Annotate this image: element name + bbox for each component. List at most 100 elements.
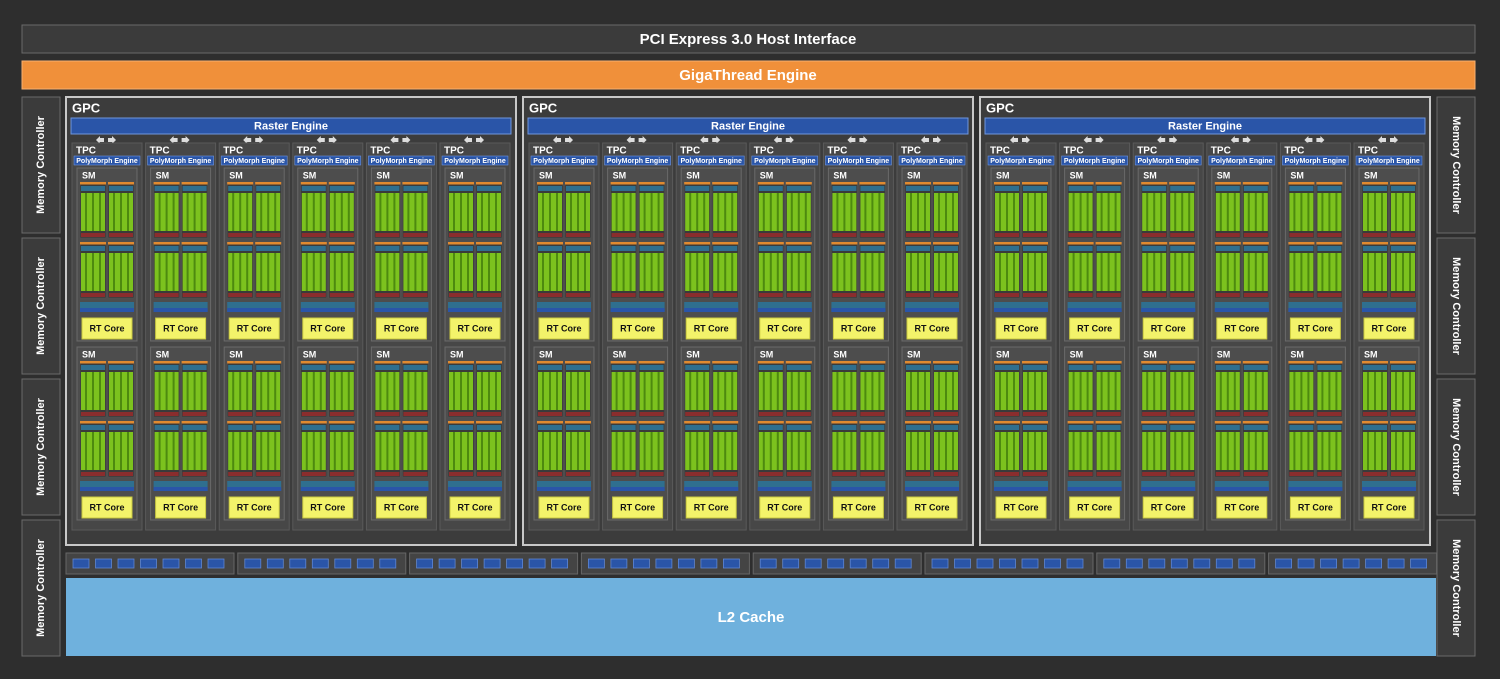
block-footer bbox=[403, 293, 428, 297]
polymorph-label: PolyMorph Engine bbox=[297, 158, 359, 165]
core-stripe bbox=[467, 253, 469, 291]
block-header bbox=[227, 361, 254, 364]
core-stripe bbox=[952, 193, 954, 231]
block-footer bbox=[685, 412, 710, 416]
core-stripe bbox=[1395, 193, 1397, 231]
rt-core-label: RT Core bbox=[89, 323, 124, 333]
block-footer bbox=[375, 472, 400, 476]
core-stripe bbox=[1114, 253, 1117, 291]
core-stripe bbox=[85, 193, 87, 231]
sm-label: SM bbox=[1364, 170, 1378, 180]
block-header bbox=[905, 421, 931, 424]
polymorph-engine bbox=[677, 155, 745, 166]
core-stripe bbox=[1219, 372, 1222, 410]
block-footer bbox=[109, 412, 133, 416]
core-stripe bbox=[1226, 432, 1229, 470]
block-cache bbox=[228, 425, 253, 430]
block-cache bbox=[639, 425, 664, 430]
core-stripe bbox=[99, 372, 101, 410]
block-cache bbox=[1243, 365, 1268, 370]
core-stripe bbox=[414, 193, 417, 231]
block-header bbox=[374, 182, 401, 185]
block-cache bbox=[639, 186, 664, 191]
core-stripe bbox=[1100, 432, 1103, 470]
polymorph-label: PolyMorph Engine bbox=[754, 158, 816, 165]
core-stripe bbox=[347, 432, 350, 470]
crossbar-port bbox=[1342, 558, 1360, 569]
block-header bbox=[1288, 421, 1315, 424]
block-footer bbox=[375, 412, 400, 416]
block-cache bbox=[228, 246, 253, 251]
core-stripe bbox=[1374, 432, 1376, 470]
core-stripe bbox=[1300, 193, 1303, 231]
block-cache bbox=[1215, 246, 1240, 251]
crossbar-port bbox=[954, 558, 971, 569]
sm-label: SM bbox=[996, 170, 1010, 180]
sm-tex bbox=[994, 487, 1048, 491]
block-header bbox=[1242, 361, 1269, 364]
block-cache bbox=[1068, 246, 1093, 251]
polymorph-engine bbox=[368, 155, 435, 166]
tpc-label: TPC bbox=[827, 146, 847, 157]
core-stripe bbox=[570, 253, 572, 291]
sm-shared bbox=[374, 302, 429, 312]
block-footer bbox=[1391, 412, 1415, 416]
core-stripe bbox=[460, 372, 462, 410]
block-cache bbox=[1142, 246, 1167, 251]
sm-shared bbox=[831, 481, 886, 491]
core-stripe bbox=[127, 253, 129, 291]
core-stripe bbox=[333, 372, 336, 410]
memory-controller bbox=[21, 519, 61, 657]
crossbar-port bbox=[162, 558, 180, 569]
block-cache bbox=[934, 186, 958, 191]
core-stripe bbox=[200, 193, 203, 231]
block-header bbox=[255, 421, 282, 424]
core-stripe bbox=[878, 253, 881, 291]
rt-core bbox=[81, 496, 133, 519]
core-stripe bbox=[1409, 253, 1411, 291]
sm-shared bbox=[1288, 481, 1343, 491]
block-header bbox=[684, 361, 711, 364]
core-stripe bbox=[172, 432, 175, 470]
block-footer bbox=[832, 233, 857, 237]
polymorph-label: PolyMorph Engine bbox=[680, 158, 742, 165]
core-stripe bbox=[232, 372, 235, 410]
core-stripe bbox=[1374, 372, 1376, 410]
core-stripe bbox=[917, 372, 919, 410]
block-cache bbox=[154, 246, 179, 251]
rt-core-label: RT Core bbox=[1224, 502, 1259, 512]
block-cache bbox=[329, 425, 354, 430]
core-stripe bbox=[1402, 372, 1404, 410]
polymorph-engine bbox=[825, 155, 892, 166]
block-footer bbox=[832, 412, 857, 416]
core-stripe bbox=[790, 432, 793, 470]
core-stripe bbox=[200, 253, 203, 291]
core-stripe bbox=[481, 253, 483, 291]
block-cache bbox=[685, 246, 710, 251]
block-header bbox=[153, 182, 180, 185]
sm-tex bbox=[1288, 308, 1343, 312]
core-stripe bbox=[1041, 253, 1043, 291]
sm-shared bbox=[610, 302, 665, 312]
block-cache bbox=[375, 365, 400, 370]
rt-core bbox=[538, 317, 590, 340]
l2-cache-label: L2 Cache bbox=[718, 609, 785, 626]
block-footer bbox=[860, 233, 885, 237]
rt-core bbox=[1142, 317, 1194, 340]
block-footer bbox=[1215, 472, 1240, 476]
core-stripe bbox=[246, 253, 249, 291]
block-header bbox=[994, 421, 1020, 424]
block-cache bbox=[449, 365, 473, 370]
sm-tex bbox=[610, 487, 665, 491]
core-stripe bbox=[1160, 253, 1163, 291]
block-header bbox=[300, 361, 327, 364]
core-stripe bbox=[945, 253, 947, 291]
block-header bbox=[1288, 182, 1315, 185]
core-stripe bbox=[1079, 193, 1082, 231]
core-stripe bbox=[267, 253, 270, 291]
core-stripe bbox=[878, 432, 881, 470]
crossbar-port bbox=[804, 558, 822, 569]
core-stripe bbox=[864, 432, 867, 470]
sm-shared bbox=[1141, 302, 1196, 312]
core-stripe bbox=[696, 253, 699, 291]
